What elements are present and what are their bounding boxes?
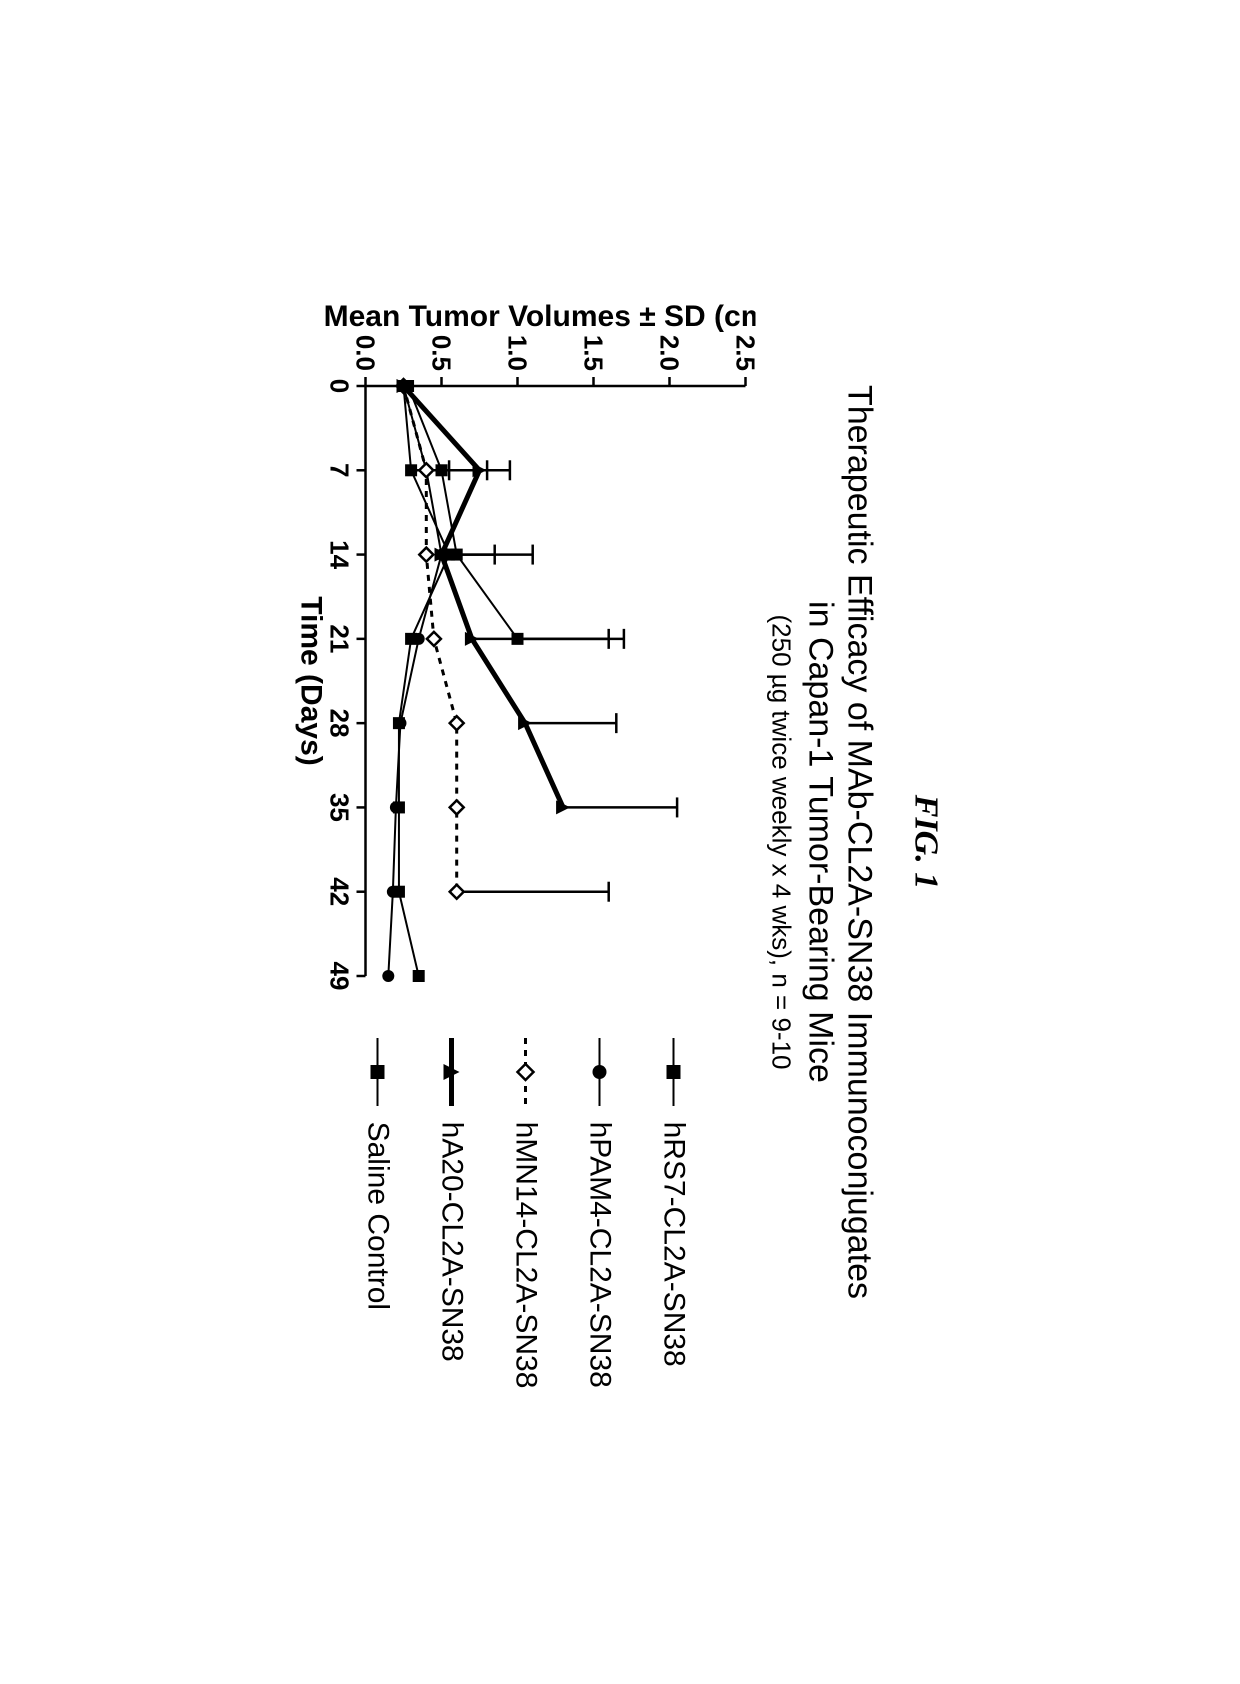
y-tick-label: 2.0	[655, 334, 685, 370]
x-tick-label: 28	[325, 708, 355, 737]
chart-title-line1: Therapeutic Efficacy of MAb-CL2A-SN38 Im…	[840, 92, 879, 1592]
y-tick-label: 1.5	[579, 334, 609, 370]
line-chart: 0.0 0.5 1.0 1.5 2.0 2.5 0 7 14 21 28 35 42 49 Time (Da…	[296, 296, 756, 996]
rotated-content: FIG. 1 Therapeutic Efficacy of MAb-CL2A-…	[296, 92, 945, 1592]
y-axis-label: Mean Tumor Volumes ± SD (cm³)	[324, 300, 756, 333]
legend-swatch-icon	[365, 1036, 391, 1108]
legend: hRS7-CL2A-SN38 hPAM4-CL2A-SN38 hMN14-CL2A-…	[361, 1036, 691, 1389]
figure-label: FIG. 1	[907, 92, 945, 1592]
legend-item: hMN14-CL2A-SN38	[509, 1036, 543, 1389]
legend-swatch-icon	[661, 1036, 687, 1108]
y-tick-label: 0.5	[427, 334, 457, 370]
series	[397, 379, 678, 817]
chart-title-line2: in Capan-1 Tumor-Bearing Mice	[801, 92, 840, 1592]
x-tick-label: 35	[325, 793, 355, 822]
y-tick-label: 1.0	[503, 334, 533, 370]
legend-label: hA20-CL2A-SN38	[435, 1122, 469, 1362]
chart-subtitle: (250 µg twice weekly x 4 wks), n = 9-10	[766, 92, 797, 1592]
legend-item: hA20-CL2A-SN38	[435, 1036, 469, 1389]
legend-item: hRS7-CL2A-SN38	[657, 1036, 691, 1389]
series	[397, 379, 609, 902]
legend-label: Saline Control	[361, 1122, 395, 1310]
x-tick-label: 0	[325, 378, 355, 392]
x-axis-label: Time (Days)	[296, 596, 328, 766]
legend-label: hRS7-CL2A-SN38	[657, 1122, 691, 1367]
legend-item: Saline Control	[361, 1036, 395, 1389]
legend-label: hPAM4-CL2A-SN38	[583, 1122, 617, 1388]
chart-titles: Therapeutic Efficacy of MAb-CL2A-SN38 Im…	[766, 92, 879, 1592]
legend-swatch-icon	[513, 1036, 539, 1108]
legend-swatch-icon	[439, 1036, 465, 1108]
legend-swatch-icon	[587, 1036, 613, 1108]
legend-label: hMN14-CL2A-SN38	[509, 1122, 543, 1389]
y-tick-label: 2.5	[731, 334, 756, 370]
x-tick-label: 21	[325, 624, 355, 653]
y-tick-label: 0.0	[351, 334, 381, 370]
x-tick-label: 42	[325, 877, 355, 906]
legend-item: hPAM4-CL2A-SN38	[583, 1036, 617, 1389]
x-tick-label: 7	[325, 463, 355, 477]
chart-and-legend-row: 0.0 0.5 1.0 1.5 2.0 2.5 0 7 14 21 28 35 42 49 Time (Da…	[296, 92, 756, 1592]
x-tick-label: 49	[325, 961, 355, 990]
page: FIG. 1 Therapeutic Efficacy of MAb-CL2A-…	[0, 0, 1240, 1684]
x-tick-label: 14	[325, 540, 355, 569]
